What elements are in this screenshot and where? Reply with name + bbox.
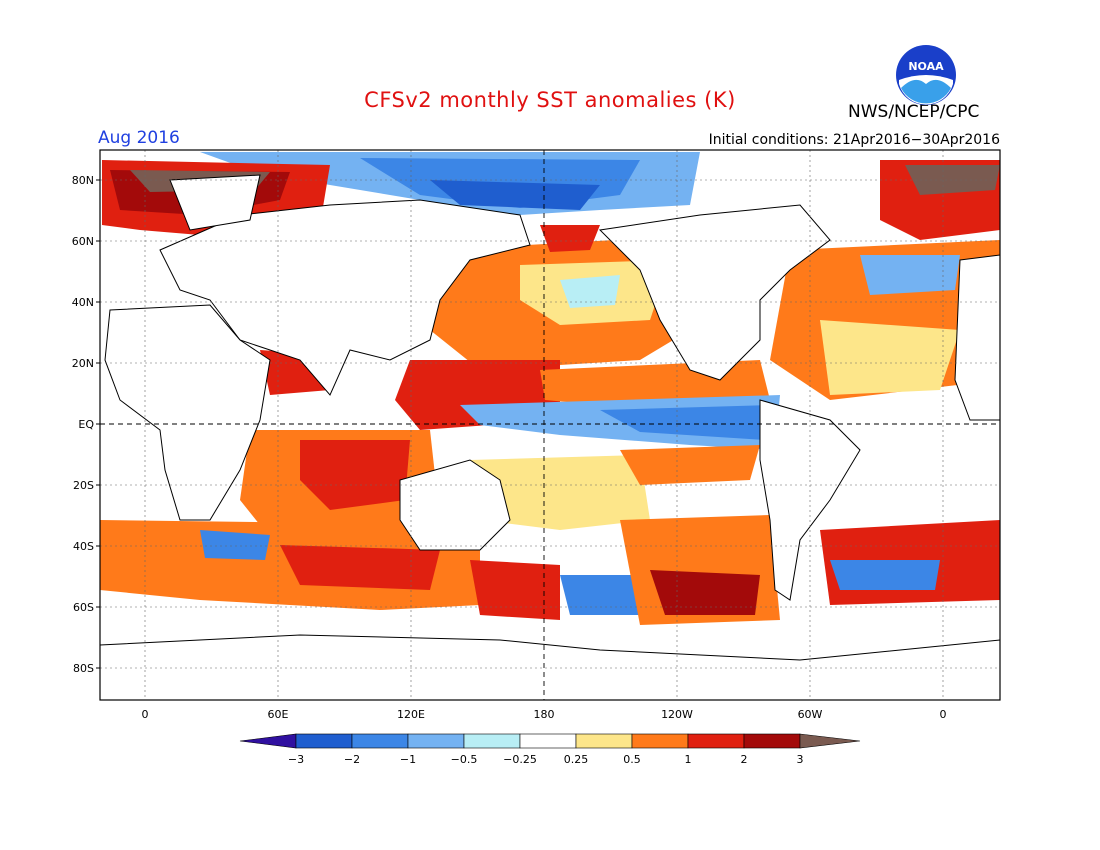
- south-pacific-warm-band: [620, 445, 760, 485]
- eurasia-outline: [159, 199, 531, 396]
- colorbar-label: 3: [796, 753, 804, 766]
- colorbar-segment-9: [687, 733, 745, 749]
- lon-label-0-right: 0: [939, 708, 947, 721]
- southeast-pacific-warm-core: [650, 570, 760, 615]
- australia-outline: [399, 459, 511, 551]
- southern-indian-warm-core: [280, 545, 440, 590]
- colorbar: [239, 733, 861, 749]
- map-frame: [99, 149, 1001, 701]
- tasman-warm: [470, 560, 560, 620]
- lon-label-60w: 60W: [797, 708, 823, 721]
- colorbar-label: 0.5: [623, 753, 641, 766]
- colorbar-segment-11: [799, 733, 861, 749]
- colorbar-label: −1: [399, 753, 417, 766]
- lat-label-80n: 80N: [71, 174, 94, 187]
- colorbar-segment-2: [295, 733, 353, 749]
- antarctica-outline: [100, 634, 1000, 700]
- north-pacific-cold-spot: [560, 275, 620, 308]
- lat-label-60n: 60N: [71, 235, 94, 248]
- barents-extreme-east: [905, 165, 1000, 195]
- colorbar-label: −0.5: [450, 753, 478, 766]
- colorbar-label: 2: [740, 753, 748, 766]
- equatorial-cold-core: [600, 405, 770, 440]
- southern-indian-cold-spot: [200, 530, 270, 560]
- indian-ocean-warm-core: [300, 440, 410, 510]
- lon-label-120e: 120E: [397, 708, 425, 721]
- colorbar-label: 1: [684, 753, 692, 766]
- map-title: CFSv2 monthly SST anomalies (K): [364, 88, 736, 112]
- colorbar-segment-7: [575, 733, 633, 749]
- lon-label-180: 180: [533, 708, 555, 721]
- colorbar-segment-10: [743, 733, 801, 749]
- forecast-month-label: Aug 2016: [98, 128, 180, 148]
- colorbar-segment-4: [407, 733, 465, 749]
- map-gridlines: [100, 150, 1000, 700]
- bering-warm: [540, 225, 600, 252]
- continents: [100, 174, 1000, 700]
- tropical-atlantic-mild: [820, 320, 960, 395]
- initial-conditions-label: Initial conditions: 21Apr2016−30Apr2016: [708, 132, 1000, 148]
- lat-label-20s: 20S: [73, 479, 94, 492]
- colorbar-segment-8: [631, 733, 689, 749]
- colorbar-label: −3: [287, 753, 305, 766]
- lat-label-80s: 80S: [73, 662, 94, 675]
- lat-label-20n: 20N: [71, 357, 94, 370]
- arctic-cold-max: [430, 180, 600, 210]
- logo-wave: [901, 79, 951, 104]
- lon-label-0: 0: [141, 708, 149, 721]
- colorbar-label: 0.25: [563, 753, 589, 766]
- map-field: [100, 150, 1000, 700]
- lat-label-40s: 40S: [73, 540, 94, 553]
- colorbar-label: −2: [343, 753, 361, 766]
- colorbar-segment-3: [351, 733, 409, 749]
- colorbar-label: −0.25: [503, 753, 537, 766]
- logo-text: NOAA: [908, 60, 944, 73]
- lon-label-120w: 120W: [661, 708, 693, 721]
- africa-right-outline: [954, 254, 1000, 421]
- colorbar-segment-5: [463, 733, 521, 749]
- noaa-logo-icon: NOAA: [896, 45, 956, 105]
- lat-label-40n: 40N: [71, 296, 94, 309]
- colorbar-segment-1: [239, 733, 297, 749]
- lat-label-eq: EQ: [78, 418, 94, 431]
- south-atlantic-cold: [830, 560, 940, 590]
- africa-outline: [104, 304, 271, 521]
- agency-label: NWS/NCEP/CPC: [848, 102, 980, 122]
- greenland-left-outline: [169, 174, 261, 231]
- lat-label-60s: 60S: [73, 601, 94, 614]
- south-pacific-cold: [560, 575, 640, 615]
- equator-dateline: [100, 150, 1000, 700]
- lat-ticks: [96, 179, 100, 669]
- north-america-outline: [598, 204, 831, 381]
- south-pacific-mild: [470, 455, 650, 530]
- north-atlantic-cold-spot: [860, 255, 960, 295]
- lon-label-60e: 60E: [267, 708, 289, 721]
- colorbar-segment-6: [519, 733, 577, 749]
